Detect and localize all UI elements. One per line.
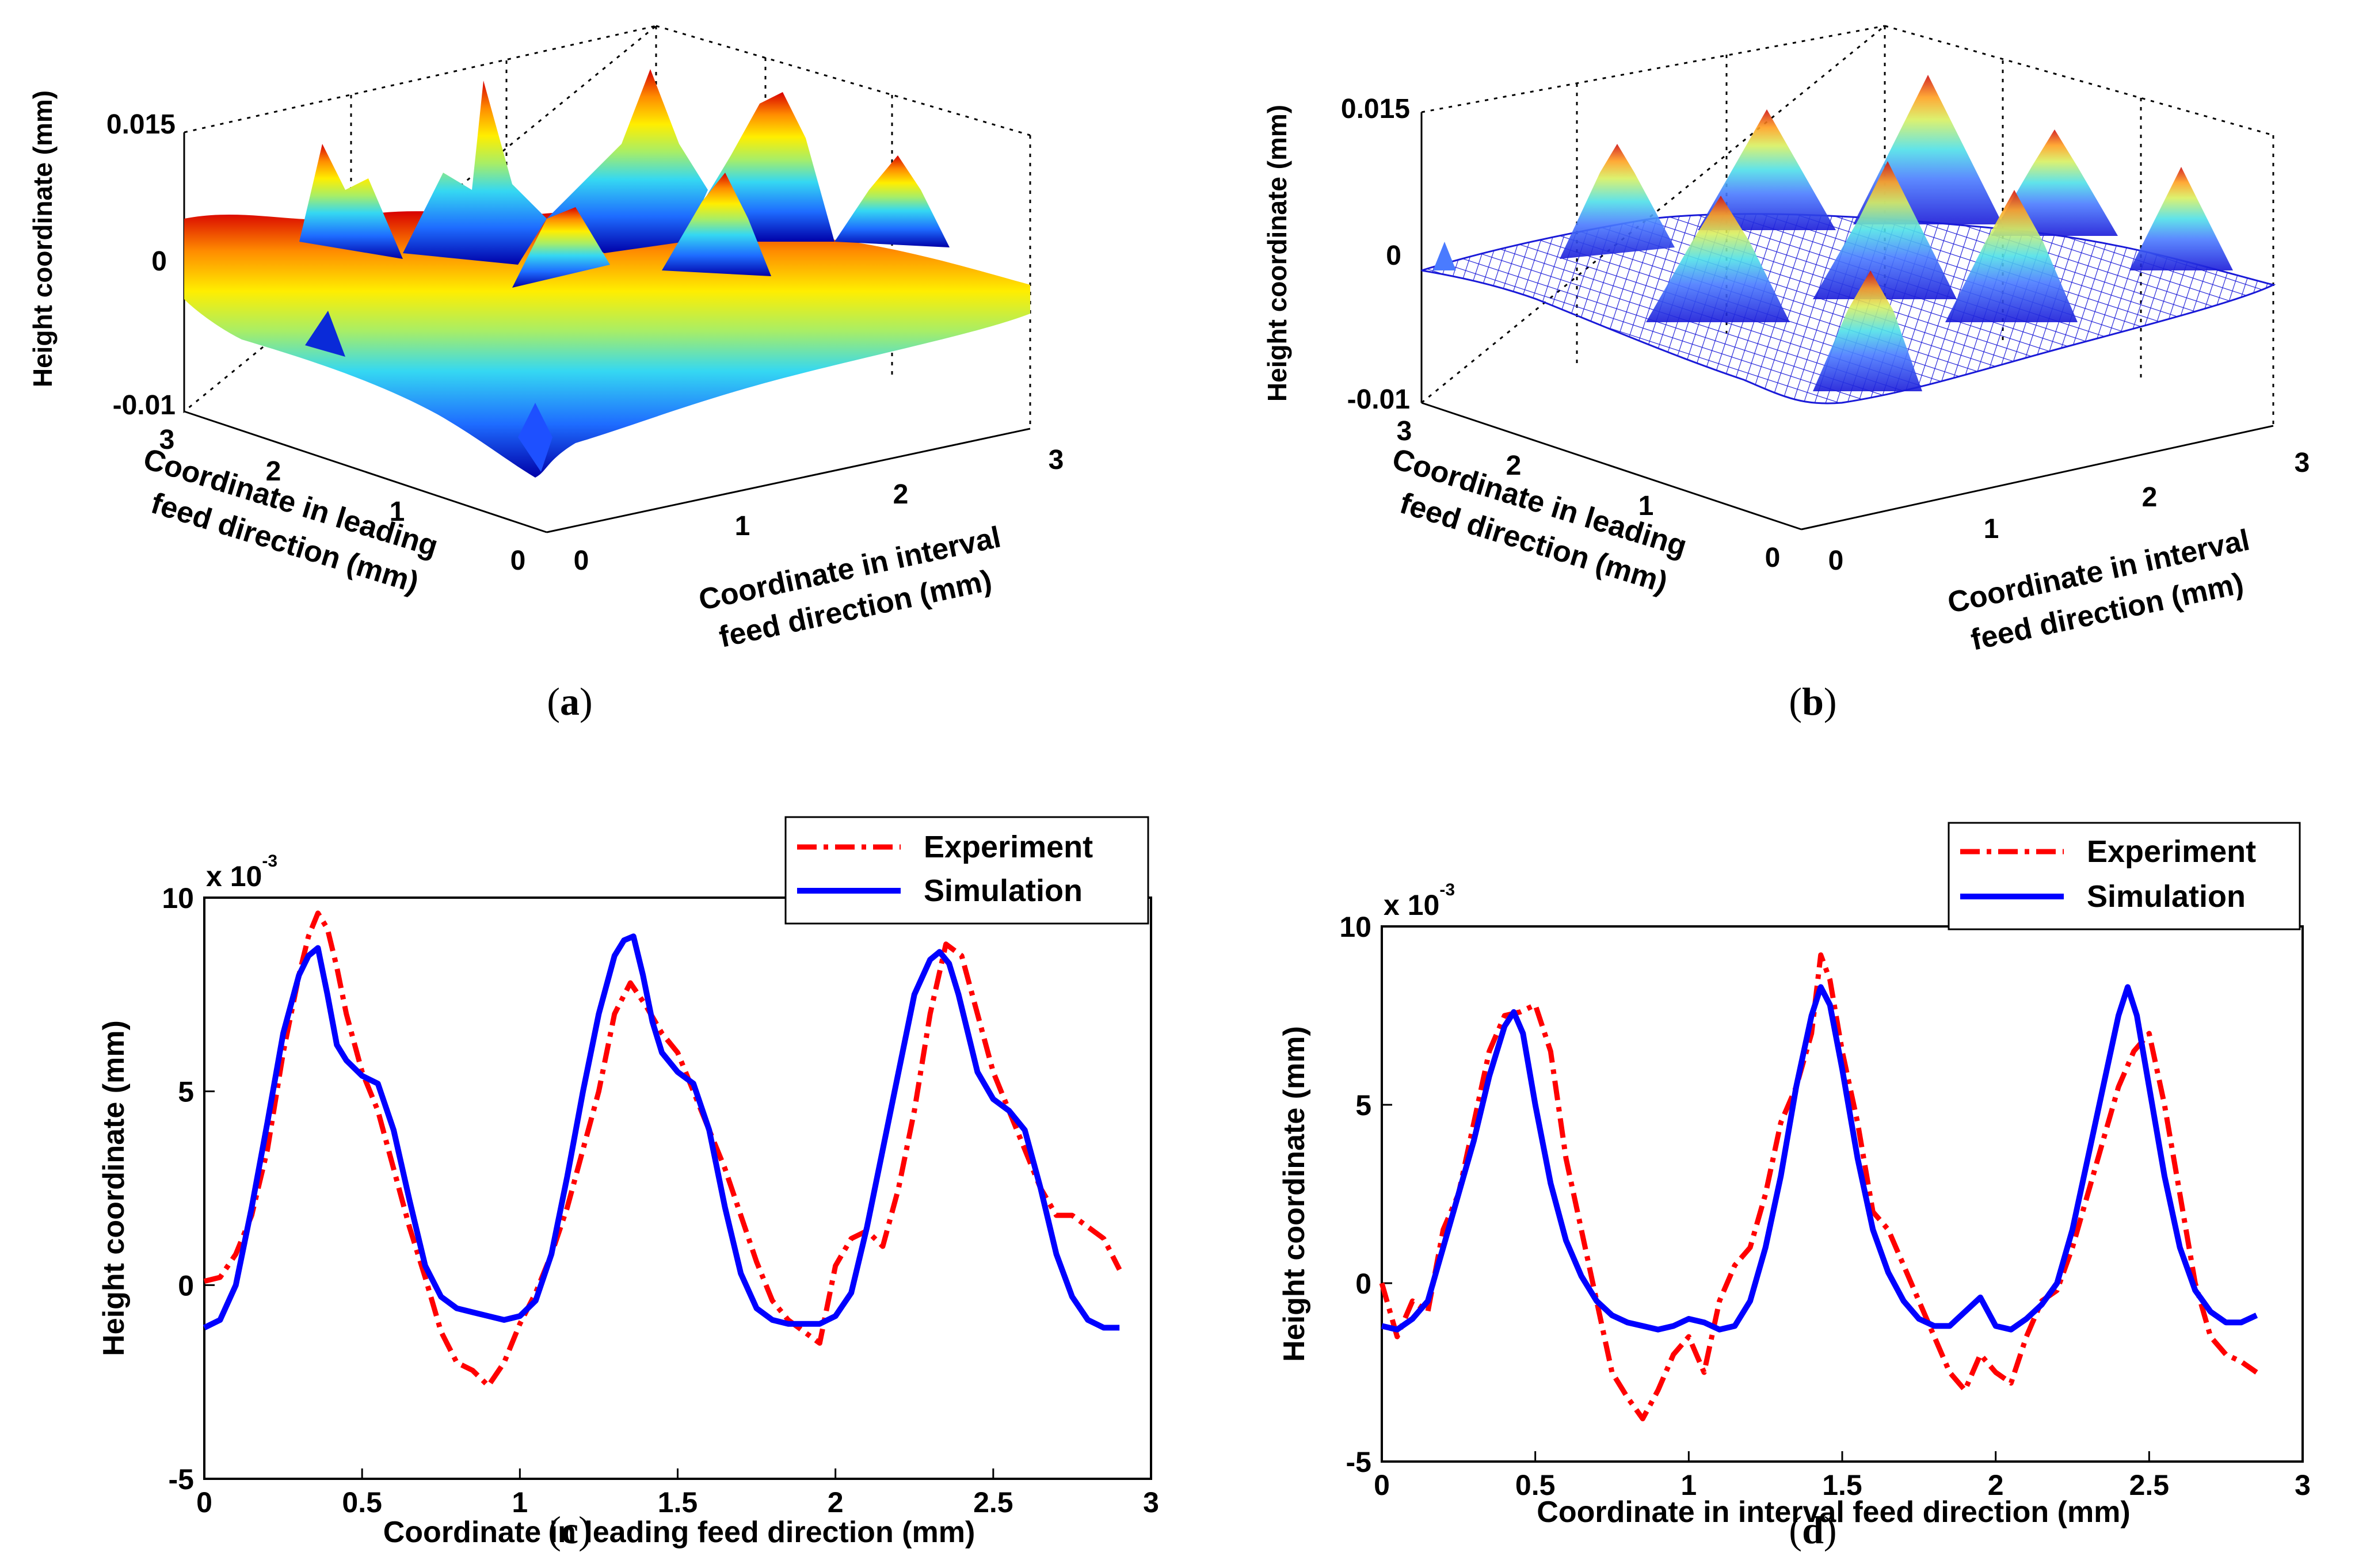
surface-b xyxy=(1421,75,2276,405)
legend-box-d xyxy=(1948,822,2301,930)
xtick-label-d: 1.5 xyxy=(1822,1469,1862,1501)
ytick-b-1: 1 xyxy=(1984,514,1999,544)
xlabel-c: Coordinate in leading feed direction (mm… xyxy=(383,1516,975,1549)
surface-plot-a: 0.015 0 -0.01 3 2 1 0 0 1 2 3 Height coo… xyxy=(28,25,1064,654)
series-line-c-simulation xyxy=(203,933,1120,1331)
caption-c: (c) xyxy=(548,1508,592,1552)
legend-label-c-experiment: Experiment xyxy=(924,830,1093,864)
xtick-label-c: 1.5 xyxy=(658,1486,698,1519)
xtick-label-d: 0 xyxy=(1374,1469,1390,1501)
exponent-d: x 10-3 xyxy=(1384,880,1455,921)
xtick-b-0: 3 xyxy=(1397,416,1412,447)
ytick-a-1: 1 xyxy=(735,511,750,541)
series-d xyxy=(1379,952,2258,1422)
ytick-label-d: 0 xyxy=(1355,1268,1371,1300)
xtick-label-c: 0 xyxy=(196,1486,212,1519)
xtick-b-3: 0 xyxy=(1765,543,1781,573)
legend-label-c-simulation: Simulation xyxy=(924,873,1083,908)
plot-frame-d xyxy=(1381,925,2304,1463)
surface-plot-b: 0.015 0 -0.01 3 2 1 0 0 1 2 3 Height coo… xyxy=(1262,25,2310,657)
zlabel-b: Height coordinate (mm) xyxy=(1262,105,1292,402)
xtick-label-d: 2.5 xyxy=(2129,1469,2170,1501)
xtick-label-d: 2 xyxy=(1988,1469,2004,1501)
xtick-label-c: 1 xyxy=(512,1486,528,1519)
xtick-label-c: 0.5 xyxy=(342,1486,382,1519)
legend-label-d-experiment: Experiment xyxy=(2087,834,2256,869)
xtick-label-c: 2 xyxy=(828,1486,844,1519)
xlabel-d: Coordinate in interval feed direction (m… xyxy=(1537,1495,2130,1529)
legend-c: Experiment Simulation xyxy=(784,816,1149,925)
ytick-label-c: 5 xyxy=(178,1076,194,1108)
ztick-b-1: 0 xyxy=(1386,241,1401,271)
ytick-a-3: 3 xyxy=(1049,445,1064,475)
ztick-b-0: 0.015 xyxy=(1341,94,1410,124)
ztick-b-2: -0.01 xyxy=(1347,384,1410,415)
caption-b: (b) xyxy=(1789,680,1837,723)
xtick-b-1: 2 xyxy=(1506,451,1522,481)
series-c xyxy=(203,910,1122,1388)
ztick-a-2: -0.01 xyxy=(113,390,176,421)
ytick-a-0: 0 xyxy=(574,545,589,576)
xtick-label-c: 2.5 xyxy=(973,1486,1013,1519)
caption-d: (d) xyxy=(1789,1508,1837,1552)
xtick-a-0: 3 xyxy=(159,425,175,455)
exponent-c: x 10-3 xyxy=(206,852,277,892)
legend-label-d-simulation: Simulation xyxy=(2087,879,2246,914)
ytick-a-2: 2 xyxy=(893,479,909,510)
xtick-label-d: 3 xyxy=(2295,1469,2311,1501)
xtick-label-c: 3 xyxy=(1143,1486,1159,1519)
ztick-a-0: 0.015 xyxy=(106,109,176,140)
ztick-a-1: 0 xyxy=(151,246,167,277)
legend-d: Experiment Simulation xyxy=(1948,822,2301,930)
plot-frame-c xyxy=(203,896,1152,1480)
xtick-b-2: 1 xyxy=(1638,491,1654,521)
ylabel-c: Height coordinate (mm) xyxy=(97,1020,131,1356)
legend-box-c xyxy=(784,816,1149,925)
xtick-label-d: 0.5 xyxy=(1515,1469,1556,1501)
ytick-b-3: 3 xyxy=(2295,448,2310,478)
ytick-label-c: 10 xyxy=(162,882,194,914)
ytick-label-c: 0 xyxy=(178,1269,194,1302)
xtick-a-2: 1 xyxy=(390,497,405,527)
ytick-label-d: -5 xyxy=(1346,1446,1371,1478)
ytick-b-0: 0 xyxy=(1828,545,1844,576)
xtick-label-d: 1 xyxy=(1680,1469,1697,1501)
series-line-c-experiment xyxy=(203,910,1122,1388)
ylabel-d: Height coordinate (mm) xyxy=(1278,1026,1311,1362)
series-line-d-experiment xyxy=(1379,952,2258,1422)
surface-a xyxy=(184,69,1030,478)
xtick-a-1: 2 xyxy=(266,456,281,487)
xtick-a-3: 0 xyxy=(510,545,526,576)
zlabel-a: Height coordinate (mm) xyxy=(28,90,58,387)
caption-a: (a) xyxy=(547,680,593,723)
series-line-d-simulation xyxy=(1381,984,2258,1333)
ytick-label-d: 5 xyxy=(1355,1089,1371,1121)
ytick-b-2: 2 xyxy=(2142,482,2158,513)
ytick-label-d: 10 xyxy=(1339,911,1371,943)
ytick-label-c: -5 xyxy=(169,1463,194,1495)
